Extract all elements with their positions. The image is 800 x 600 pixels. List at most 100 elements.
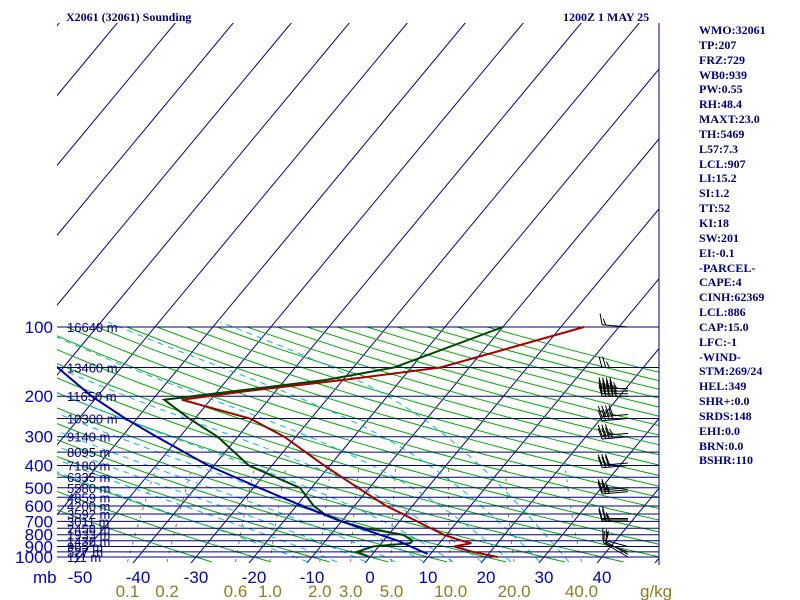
dry-adiabat-line <box>126 326 659 487</box>
height-label: 9140 m <box>67 430 110 445</box>
station-title: X2061 (32061) Sounding <box>66 10 191 24</box>
wind-barb <box>597 456 629 469</box>
wind-barb <box>597 408 629 422</box>
height-label: 7180 m <box>67 458 110 473</box>
height-label: 16640 m <box>67 320 118 335</box>
mixing-ratio-line <box>564 465 582 563</box>
pressure-tick-label: 800 <box>25 526 53 545</box>
mixing-ratio-label: 3.0 <box>339 582 363 600</box>
moist-adiabat-line <box>57 336 512 563</box>
dry-adiabat-line <box>57 473 330 563</box>
height-label: 4859 m <box>67 490 110 505</box>
isotherm-line <box>57 23 350 376</box>
wind-barb <box>597 478 629 491</box>
wind-barb <box>598 507 628 519</box>
pressure-tick-label: 200 <box>25 387 53 406</box>
pressure-tick-label: 400 <box>25 456 53 475</box>
index-item: SI:1.2 <box>699 186 730 201</box>
mixing-ratio-label: 2.0 <box>308 582 332 600</box>
pressure-unit-label: mb <box>33 568 57 587</box>
index-item: PW:0.55 <box>699 82 743 97</box>
sounding-time: 1200Z 1 MAY 25 <box>563 10 649 24</box>
dry-adiabat-line <box>57 423 506 563</box>
dry-adiabat-line <box>57 509 212 563</box>
index-item: LCL:907 <box>699 156 746 171</box>
moist-adiabat-line <box>220 321 570 563</box>
isotherm-line <box>596 487 659 563</box>
mixing-ratio-label: 5.0 <box>380 582 404 600</box>
isotherm-line <box>480 347 659 563</box>
index-item: TT:52 <box>699 201 731 216</box>
parcel-profile-line <box>57 365 429 555</box>
dry-adiabat-line <box>306 326 659 427</box>
stability-indices-panel: WMO:32061 TP:207 FRZ:729 WB0:939 PW:0.55 RH:4… <box>699 23 766 468</box>
index-item: HEL:349 <box>699 379 747 394</box>
dry-adiabat-line <box>246 326 659 446</box>
dry-adiabat-line <box>66 326 659 510</box>
moist-adiabat-line <box>57 471 309 563</box>
mixing-ratio-line <box>127 465 157 563</box>
dry-adiabat-line <box>276 326 659 436</box>
index-item: CINH:62369 <box>699 290 765 305</box>
temperature-tick-label: 30 <box>535 568 554 587</box>
wind-barb <box>602 528 629 547</box>
index-item: CAP:15.0 <box>699 319 749 334</box>
height-label: 13460 m <box>67 361 118 376</box>
index-item: BRN:0.0 <box>699 438 744 453</box>
height-label: 4200 m <box>67 499 110 514</box>
temperature-tick-label: 20 <box>477 568 496 587</box>
dry-adiabat-line <box>96 326 659 498</box>
dry-adiabat-line <box>186 326 659 466</box>
moist-adiabat-line <box>57 412 425 563</box>
index-item: SW:201 <box>699 230 740 245</box>
isotherm-line <box>57 23 292 306</box>
wind-barbs <box>597 313 629 558</box>
mixing-ratio-line <box>447 465 452 562</box>
pressure-tick-label: 700 <box>25 512 53 531</box>
pressure-tick-label: 500 <box>25 479 53 498</box>
index-item: TP:207 <box>699 37 737 52</box>
dewpoint-profile-line <box>161 326 504 558</box>
mixing-ratio-label: 0.2 <box>155 582 179 600</box>
index-item: STM:269/24 <box>699 364 763 379</box>
pressure-tick-label: 1000 <box>15 548 53 567</box>
mixing-ratio-unit-label: g/kg <box>640 582 672 600</box>
moist-adiabat-line <box>107 321 541 563</box>
height-label: 1933 m <box>67 528 110 543</box>
index-item: -WIND- <box>699 349 741 364</box>
isotherm-line <box>57 23 234 237</box>
mixing-ratio-label: 1.0 <box>258 582 282 600</box>
temperature-tick-label: 0 <box>365 568 374 587</box>
temperature-tick-label: -30 <box>184 568 209 587</box>
height-label: 8095 m <box>67 445 110 460</box>
index-item: FRZ:729 <box>699 52 745 67</box>
wind-barb <box>597 427 629 440</box>
dry-adiabat-line <box>216 326 659 456</box>
mixing-ratio-line <box>319 465 332 562</box>
dry-adiabat-line <box>156 326 659 476</box>
sounding-profiles <box>57 326 585 558</box>
isotherm-line <box>57 23 176 167</box>
temperature-profile-line <box>181 326 585 558</box>
index-item: L57:7.3 <box>699 141 738 156</box>
temperature-tick-label: -50 <box>68 568 93 587</box>
mixing-ratio-line <box>235 465 256 562</box>
index-item: RH:48.4 <box>699 97 742 112</box>
dry-adiabat-line <box>57 407 565 563</box>
mixing-ratio-line <box>391 465 397 562</box>
height-label: 10300 m <box>67 412 118 427</box>
height-label: 3011 m <box>67 514 109 529</box>
height-label: 965 m <box>67 539 103 554</box>
height-label: 11650 m <box>67 389 117 404</box>
isotherm-line <box>57 23 466 516</box>
mixing-ratio-label: 20.0 <box>498 582 531 600</box>
index-item: EHI:0.0 <box>699 423 741 438</box>
index-item: SRDS:148 <box>699 408 752 423</box>
index-item: BSHR:110 <box>699 453 754 468</box>
grid-lines <box>57 23 659 563</box>
isotherm-line <box>306 138 659 563</box>
height-label: 6335 m <box>67 470 110 485</box>
index-item: EI:-0.1 <box>699 245 735 260</box>
mixing-ratio-label: 10.0 <box>434 582 467 600</box>
pressure-tick-label: 300 <box>25 428 53 447</box>
